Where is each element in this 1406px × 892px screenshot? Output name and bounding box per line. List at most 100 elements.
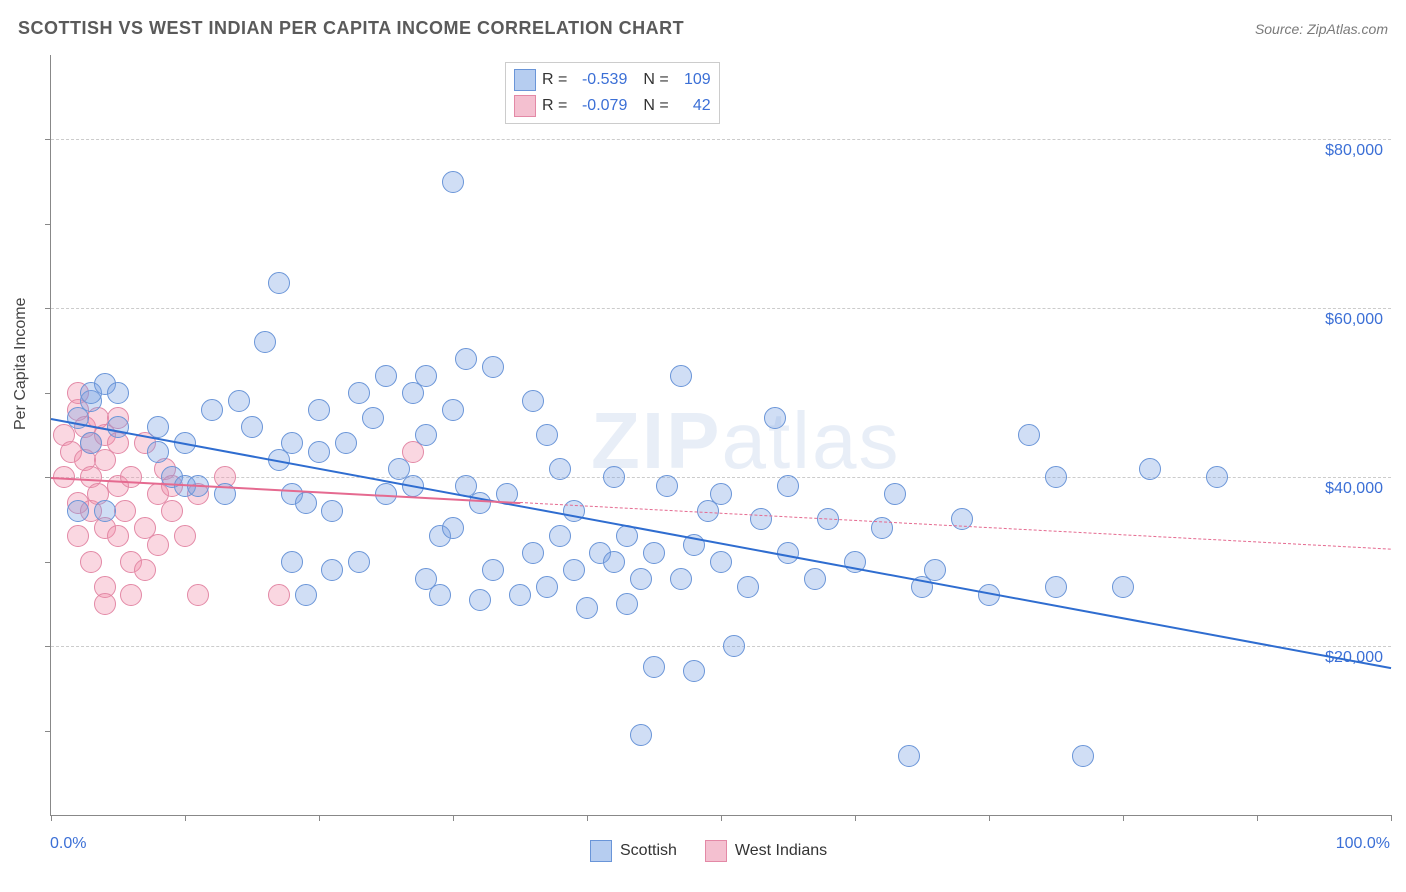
x-tick (1123, 815, 1124, 821)
data-point (536, 424, 558, 446)
data-point (147, 534, 169, 556)
data-point (67, 500, 89, 522)
data-point (114, 500, 136, 522)
data-point (1139, 458, 1161, 480)
data-point (321, 500, 343, 522)
gridline (51, 139, 1391, 140)
data-point (187, 584, 209, 606)
y-tick (45, 646, 51, 647)
legend-item: West Indians (705, 840, 827, 862)
x-tick (453, 815, 454, 821)
data-point (147, 441, 169, 463)
data-point (268, 272, 290, 294)
data-point (616, 593, 638, 615)
y-tick (45, 139, 51, 140)
stat-n-value: 109 (675, 71, 711, 89)
y-tick (45, 562, 51, 563)
data-point (670, 365, 692, 387)
data-point (509, 584, 531, 606)
legend: Scottish West Indians (590, 840, 827, 862)
correlation-stats-box: R =-0.539N =109R =-0.079N =42 (505, 62, 720, 124)
data-point (335, 432, 357, 454)
data-point (281, 432, 303, 454)
data-point (670, 568, 692, 590)
x-tick (587, 815, 588, 821)
data-point (1112, 576, 1134, 598)
legend-swatch (705, 840, 727, 862)
data-point (750, 508, 772, 530)
data-point (281, 551, 303, 573)
y-tick (45, 393, 51, 394)
data-point (469, 589, 491, 611)
gridline (51, 477, 1391, 478)
data-point (442, 171, 464, 193)
y-tick-label: $60,000 (1325, 311, 1383, 329)
data-point (415, 365, 437, 387)
y-axis-title: Per Capita Income (12, 297, 30, 430)
data-point (630, 724, 652, 746)
stat-r-label: R = (542, 97, 567, 115)
data-point (1072, 745, 1094, 767)
x-tick (185, 815, 186, 821)
data-point (522, 542, 544, 564)
data-point (295, 584, 317, 606)
data-point (469, 492, 491, 514)
data-point (643, 542, 665, 564)
chart-title: SCOTTISH VS WEST INDIAN PER CAPITA INCOM… (18, 18, 684, 39)
data-point (321, 559, 343, 581)
data-point (764, 407, 786, 429)
stat-n-label: N = (643, 97, 668, 115)
data-point (884, 483, 906, 505)
scatter-plot-area: ZIPatlas $20,000$40,000$60,000$80,000 (50, 55, 1391, 816)
data-point (710, 483, 732, 505)
y-tick (45, 731, 51, 732)
x-tick (989, 815, 990, 821)
data-point (924, 559, 946, 581)
data-point (643, 656, 665, 678)
y-tick-label: $80,000 (1325, 142, 1383, 160)
data-point (522, 390, 544, 412)
x-tick (1391, 815, 1392, 821)
x-tick (855, 815, 856, 821)
legend-label: Scottish (620, 842, 677, 860)
data-point (120, 466, 142, 488)
data-point (549, 458, 571, 480)
data-point (295, 492, 317, 514)
data-point (362, 407, 384, 429)
data-point (94, 593, 116, 615)
legend-swatch (514, 69, 536, 91)
data-point (348, 382, 370, 404)
data-point (482, 559, 504, 581)
stat-r-value: -0.539 (573, 71, 627, 89)
data-point (201, 399, 223, 421)
data-point (161, 500, 183, 522)
gridline (51, 308, 1391, 309)
x-tick (1257, 815, 1258, 821)
data-point (94, 500, 116, 522)
legend-label: West Indians (735, 842, 827, 860)
data-point (549, 525, 571, 547)
data-point (147, 416, 169, 438)
stat-r-label: R = (542, 71, 567, 89)
data-point (80, 432, 102, 454)
data-point (375, 365, 397, 387)
y-tick (45, 224, 51, 225)
data-point (455, 348, 477, 370)
data-point (107, 382, 129, 404)
data-point (120, 584, 142, 606)
data-point (268, 584, 290, 606)
data-point (898, 745, 920, 767)
data-point (482, 356, 504, 378)
legend-swatch (590, 840, 612, 862)
data-point (442, 399, 464, 421)
data-point (603, 466, 625, 488)
data-point (134, 559, 156, 581)
stat-n-value: 42 (675, 97, 711, 115)
data-point (630, 568, 652, 590)
y-tick-label: $40,000 (1325, 480, 1383, 498)
data-point (80, 551, 102, 573)
data-point (67, 525, 89, 547)
x-tick (721, 815, 722, 821)
stat-r-value: -0.079 (573, 97, 627, 115)
data-point (174, 525, 196, 547)
